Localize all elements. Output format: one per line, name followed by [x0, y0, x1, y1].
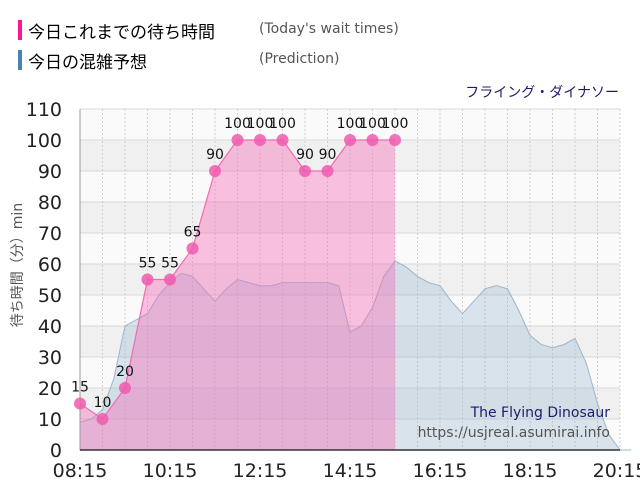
y-tick-label: 90: [38, 161, 62, 183]
data-point: [186, 242, 199, 255]
data-label: 20: [116, 364, 134, 380]
data-label: 90: [319, 147, 337, 163]
legend-swatch-actual: [18, 20, 22, 40]
data-label: 100: [224, 116, 251, 132]
y-tick-label: 50: [38, 285, 62, 307]
watermark-title: The Flying Dinosaur: [470, 405, 611, 421]
prediction-area: [79, 260, 632, 451]
x-tick-label: 18:15: [503, 460, 558, 482]
x-tick-label: 10:15: [143, 460, 198, 482]
data-point: [164, 273, 176, 286]
data-point: [299, 165, 311, 177]
data-points: [74, 134, 401, 425]
y-axis-title: 待ち時間（分）min: [10, 203, 26, 327]
data-point: [344, 134, 356, 146]
y-tick-label: 20: [38, 378, 62, 400]
data-point: [96, 413, 109, 425]
y-tick-label: 110: [26, 99, 62, 121]
data-point: [254, 134, 266, 146]
y-tick-label: 100: [26, 130, 62, 152]
data-point: [141, 273, 154, 286]
data-point: [209, 165, 221, 177]
data-label: 55: [161, 256, 179, 272]
legend-sub-actual: (Today's wait times): [259, 21, 399, 37]
data-label: 90: [296, 147, 314, 163]
chart-title: フライング・ダイナソー: [465, 85, 619, 101]
data-label: 65: [184, 225, 202, 241]
x-tick-label: 16:15: [413, 460, 468, 482]
data-point: [321, 165, 334, 177]
data-label: 55: [139, 256, 157, 272]
y-tick-label: 60: [38, 254, 62, 276]
series-areas: [79, 139, 632, 451]
data-point: [276, 134, 289, 146]
x-tick-label: 20:15: [593, 460, 640, 482]
legend-sub-prediction: (Prediction): [259, 51, 340, 67]
legend-item-prediction[interactable]: 今日の混雑予想 (Prediction): [18, 48, 438, 73]
data-label: 100: [382, 116, 409, 132]
data-label: 100: [269, 116, 296, 132]
data-point: [366, 134, 379, 146]
x-tick-label: 14:15: [323, 460, 378, 482]
y-tick-label: 70: [38, 223, 62, 245]
y-tick-label: 0: [50, 440, 62, 462]
data-point: [231, 134, 244, 146]
data-label: 100: [247, 116, 274, 132]
data-point: [119, 382, 131, 394]
data-label: 15: [71, 380, 89, 396]
data-label: 100: [337, 116, 364, 132]
data-label: 90: [206, 147, 224, 163]
x-tick-label: 08:15: [53, 460, 108, 482]
legend-item-actual[interactable]: 今日これまでの待ち時間 (Today's wait times): [18, 18, 438, 43]
legend-label-actual: 今日これまでの待ち時間: [28, 23, 215, 43]
watermark-url: https://usjreal.asumirai.info: [418, 425, 610, 441]
y-tick-label: 30: [38, 347, 62, 369]
data-point: [389, 134, 401, 146]
data-label: 10: [94, 395, 112, 411]
y-tick-label: 40: [38, 316, 62, 338]
legend-label-prediction: 今日の混雑予想: [28, 53, 147, 73]
y-tick-label: 10: [38, 409, 62, 431]
x-tick-label: 12:15: [233, 460, 288, 482]
actual-area: [80, 140, 395, 450]
legend-swatch-prediction: [18, 50, 22, 70]
data-point: [74, 397, 86, 410]
y-tick-label: 80: [38, 192, 62, 214]
data-label: 100: [359, 116, 386, 132]
